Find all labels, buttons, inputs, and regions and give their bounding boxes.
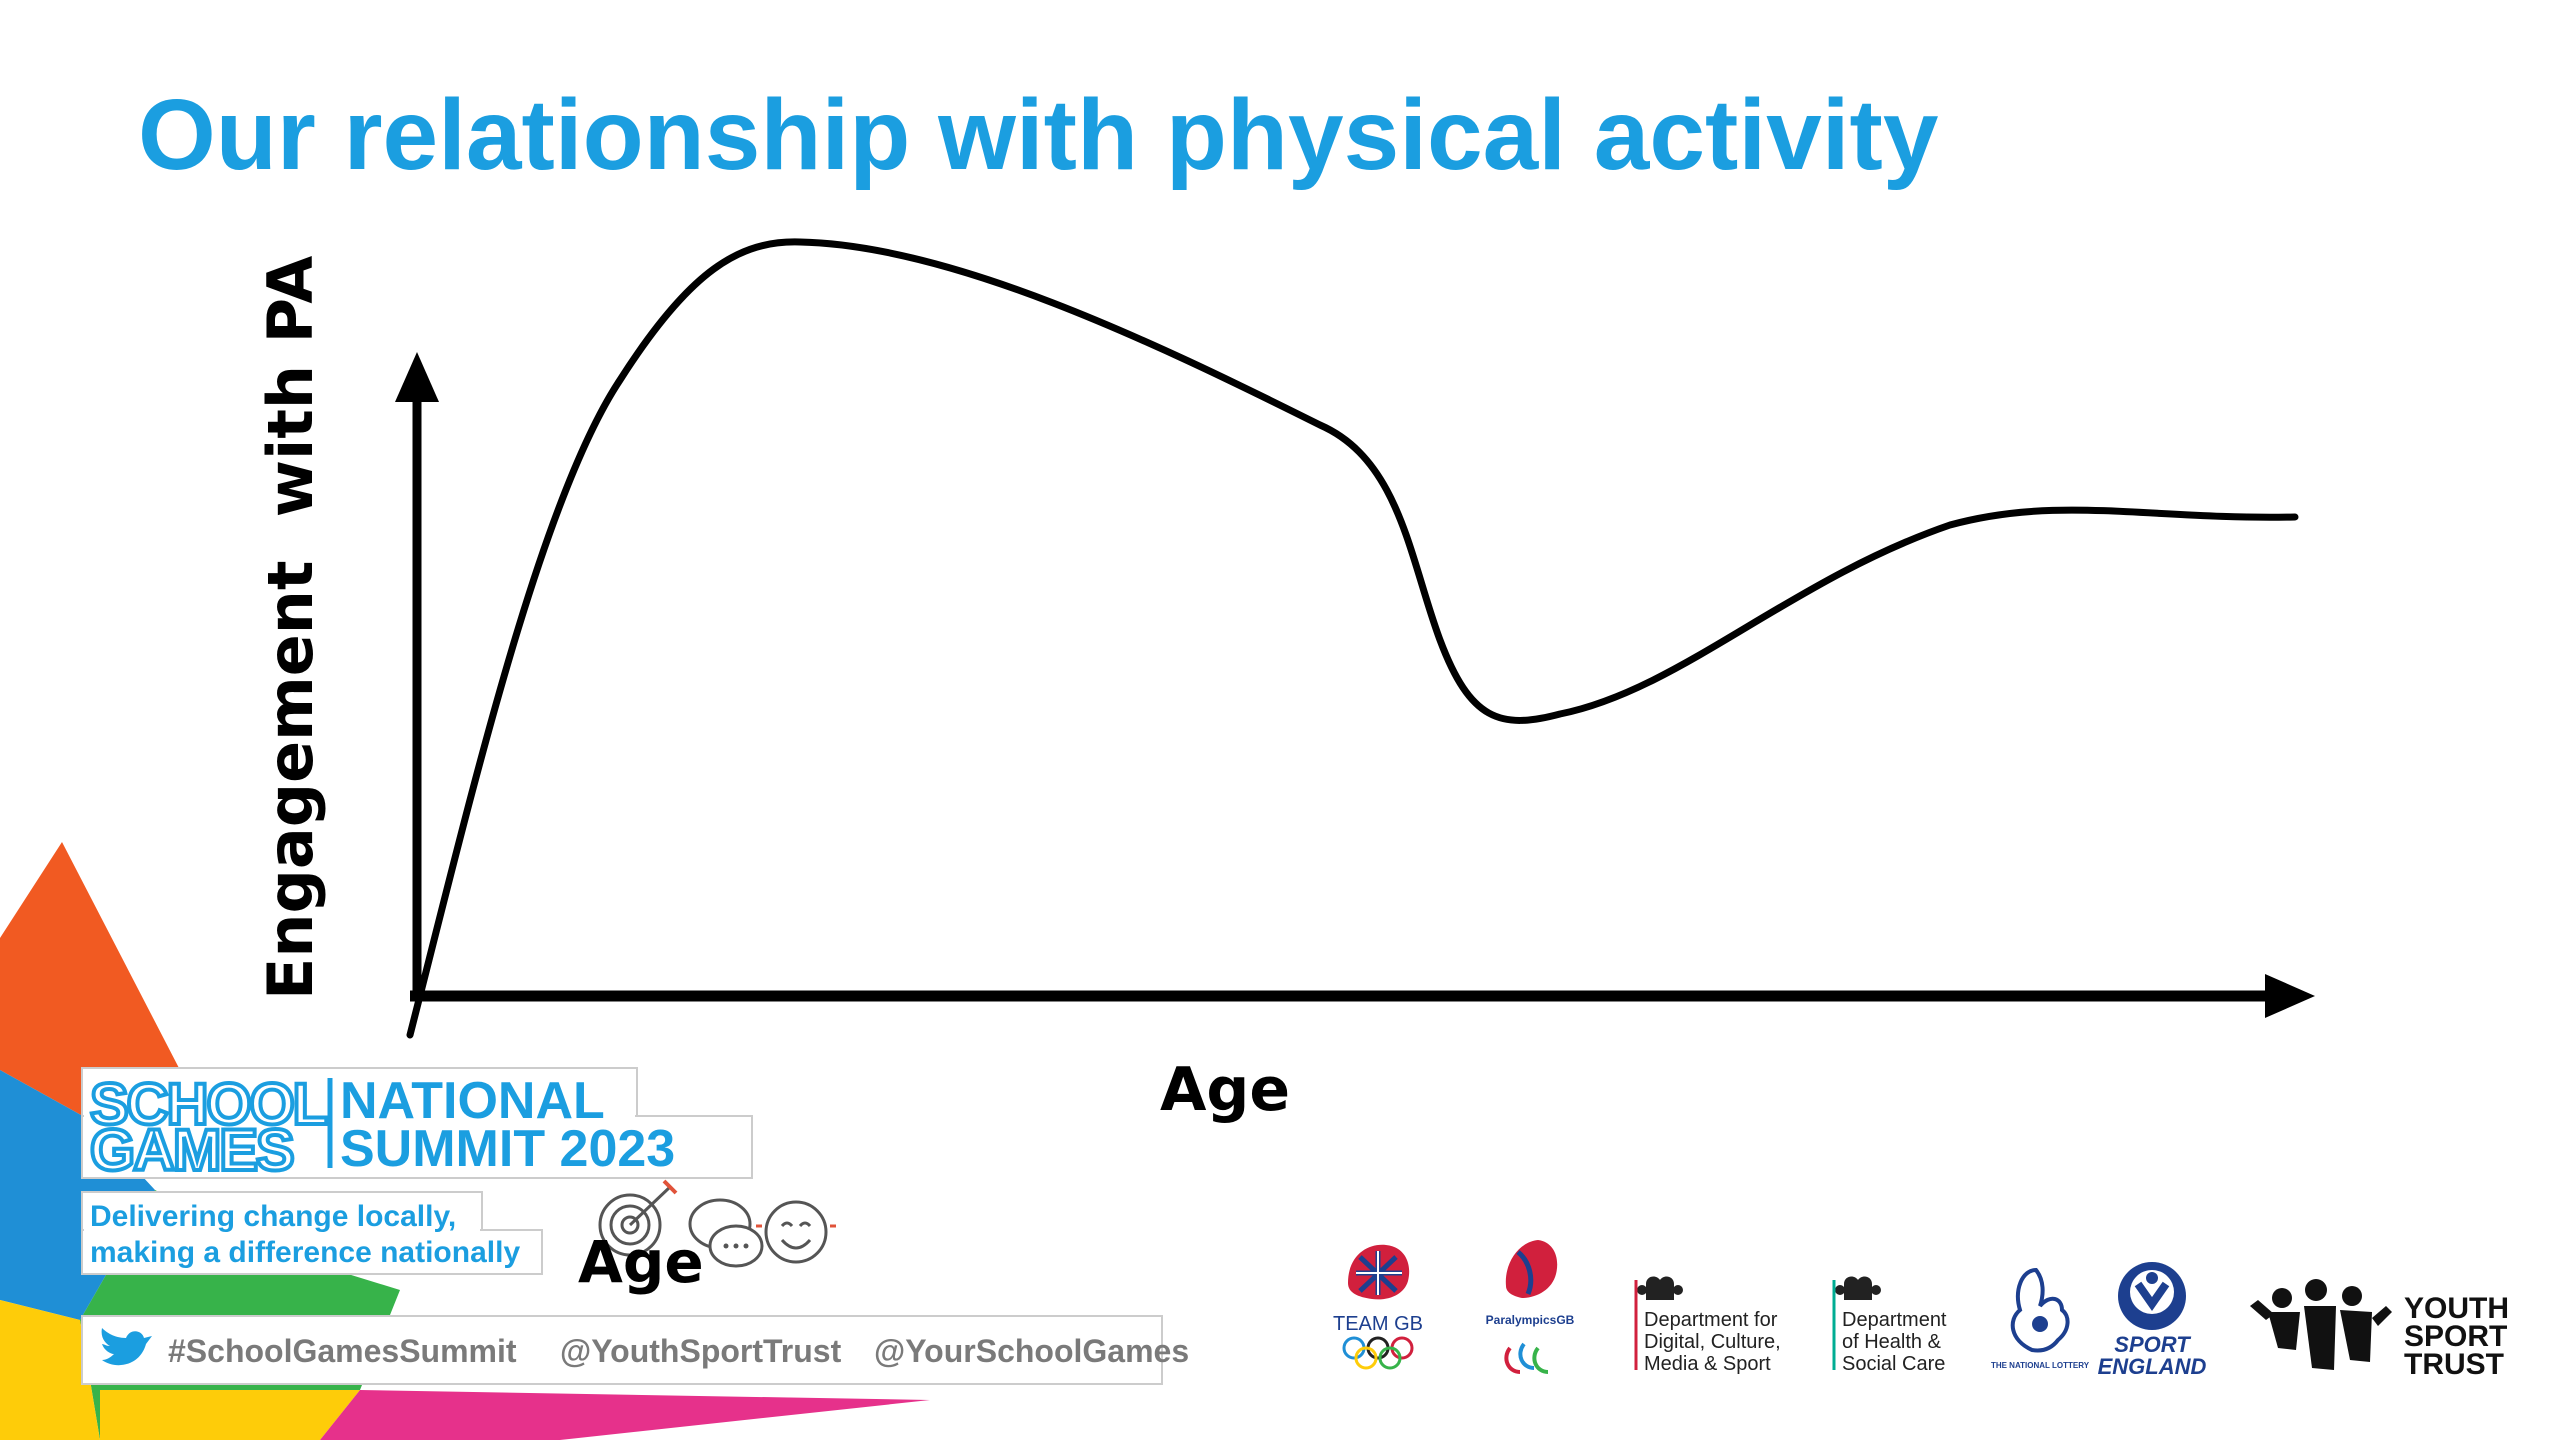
dhsc-logo: Department of Health & Social Care xyxy=(1832,1276,1947,1375)
y-axis-arrowhead xyxy=(395,352,439,402)
x-axis-arrowhead xyxy=(2265,974,2315,1018)
dcms-line3: Media & Sport xyxy=(1644,1353,1771,1375)
national-lottery-text: THE NATIONAL LOTTERY xyxy=(1991,1361,2090,1370)
dcms-line2: Digital, Culture, xyxy=(1644,1331,1781,1353)
x-axis-label: Age xyxy=(1160,1055,1290,1125)
tagline-box-bottom xyxy=(81,1229,543,1275)
slide-title: Our relationship with physical activity xyxy=(138,79,1939,191)
dhsc-line1: Department xyxy=(1842,1309,1947,1331)
blue-shape xyxy=(0,1070,155,1320)
dhsc-line2: of Health & xyxy=(1842,1331,1942,1353)
event-logo: SCHOOL GAMES NATIONAL SUMMIT 2023 xyxy=(81,1067,753,1185)
summit-2023-text: SUMMIT 2023 xyxy=(340,1120,675,1178)
twitter-bird-icon xyxy=(101,1328,152,1366)
tagline-line1: Delivering change locally, xyxy=(90,1200,456,1233)
agitos-icon xyxy=(1504,1342,1549,1374)
sport-england-line1: SPORT xyxy=(2114,1332,2191,1357)
paralympics-gb-text: ParalympicsGB xyxy=(1486,1313,1575,1327)
orange-triangle-shape xyxy=(0,842,180,1120)
team-gb-logo: TEAM GB xyxy=(1333,1244,1423,1370)
theme-age-label: Age xyxy=(578,1228,704,1296)
paralympics-gb-logo: ParalympicsGB xyxy=(1486,1240,1575,1374)
national-text: NATIONAL xyxy=(340,1072,605,1130)
pink-shape xyxy=(320,1390,930,1440)
tagline-line2: making a difference nationally xyxy=(90,1236,520,1269)
engagement-curve xyxy=(406,238,2299,1039)
team-gb-text: TEAM GB xyxy=(1333,1313,1423,1335)
school-games-line2: GAMES xyxy=(90,1118,293,1183)
dcms-line1: Department for xyxy=(1644,1309,1778,1331)
smiley-icon xyxy=(756,1200,836,1264)
engagement-diagram: Engagement with PA Age xyxy=(254,238,2315,1125)
tagline: Delivering change locally, making a diff… xyxy=(81,1191,543,1275)
yst-line2: SPORT xyxy=(2404,1320,2507,1353)
royal-crest-icon xyxy=(1637,1276,1683,1300)
lion-icon xyxy=(1348,1244,1410,1300)
national-lottery-logo: THE NATIONAL LOTTERY xyxy=(1991,1267,2090,1370)
crossed-fingers-icon xyxy=(2010,1267,2070,1353)
social-bar: #SchoolGamesSummit @YouthSportTrust @You… xyxy=(81,1315,1189,1385)
dcms-logo: Department for Digital, Culture, Media &… xyxy=(1634,1276,1781,1375)
school-games-line1: SCHOOL xyxy=(90,1072,327,1137)
yst-figures-icon xyxy=(2250,1279,2392,1370)
social-hashtag: #SchoolGamesSummit xyxy=(168,1333,517,1369)
social-bar-box xyxy=(81,1315,1163,1385)
y-axis-label: Engagement with PA xyxy=(254,256,327,1000)
speech-bubbles-icon xyxy=(688,1198,764,1268)
sport-england-emblem-icon xyxy=(2118,1262,2186,1330)
yellow-strip-shape xyxy=(100,1390,360,1440)
sport-england-logo: SPORT ENGLAND xyxy=(2098,1262,2207,1379)
olympic-rings-icon xyxy=(1342,1336,1414,1370)
paralympics-lion-icon xyxy=(1505,1240,1558,1298)
partner-logos: TEAM GB ParalympicsGB xyxy=(1333,1240,2509,1381)
target-icon xyxy=(598,1179,678,1257)
social-handle-school-games: @YourSchoolGames xyxy=(874,1333,1189,1369)
theme-group: Age xyxy=(578,1179,836,1296)
dhsc-line3: Social Care xyxy=(1842,1353,1945,1375)
social-handle-yst: @YouthSportTrust xyxy=(560,1333,842,1369)
yst-line1: YOUTH xyxy=(2404,1292,2509,1325)
royal-crest-icon xyxy=(1835,1276,1881,1300)
youth-sport-trust-logo: YOUTH SPORT TRUST xyxy=(2250,1279,2509,1381)
yellow-shape xyxy=(0,1300,100,1440)
yst-line3: TRUST xyxy=(2404,1348,2504,1381)
sport-england-line2: ENGLAND xyxy=(2098,1354,2207,1379)
